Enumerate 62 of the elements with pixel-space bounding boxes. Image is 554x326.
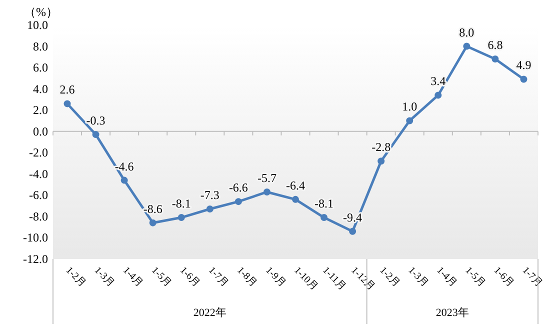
x-tick-label: 1-5月 bbox=[462, 264, 488, 290]
data-label: 1.0 bbox=[402, 100, 418, 114]
x-tick-label: 1-3月 bbox=[406, 264, 430, 290]
x-tick-label: 1-2月 bbox=[377, 264, 402, 290]
y-tick-label: -6.0 bbox=[29, 188, 48, 202]
point bbox=[92, 131, 100, 138]
data-label: 8.0 bbox=[459, 25, 474, 40]
x-tick-label: 1-3月 bbox=[92, 264, 116, 290]
point bbox=[292, 196, 299, 203]
x-tick-label: 1-10月 bbox=[292, 264, 320, 293]
point bbox=[492, 56, 499, 63]
y-tick-label: 8.0 bbox=[33, 39, 48, 54]
point bbox=[520, 76, 528, 83]
point bbox=[206, 206, 214, 213]
data-label: -7.3 bbox=[200, 188, 220, 202]
x-tick-label: 1-5月 bbox=[149, 264, 174, 290]
x-tick-label: 1-8月 bbox=[234, 264, 259, 290]
point bbox=[320, 214, 328, 222]
data-label: 3.4 bbox=[430, 74, 446, 88]
data-label: -8.1 bbox=[172, 196, 191, 211]
point bbox=[406, 117, 414, 124]
y-tick-label: -12.0 bbox=[23, 252, 48, 266]
data-label: -2.8 bbox=[372, 140, 391, 154]
point bbox=[178, 214, 185, 222]
y-tick-label: 0.0 bbox=[33, 124, 48, 138]
data-label: -8.1 bbox=[314, 196, 334, 211]
data-label: 6.8 bbox=[488, 38, 503, 52]
point bbox=[64, 100, 71, 108]
point bbox=[263, 188, 270, 196]
point bbox=[434, 92, 442, 99]
x-tick-label: 1-9月 bbox=[263, 264, 288, 290]
x-tick-label: 1-4月 bbox=[120, 264, 145, 290]
x-tick-label: 1-4月 bbox=[434, 264, 459, 290]
data-label: 4.9 bbox=[516, 58, 532, 72]
point bbox=[120, 176, 128, 184]
x-tick-label: 1-7月 bbox=[206, 264, 230, 290]
point bbox=[149, 219, 156, 226]
text: 2023年 bbox=[436, 307, 469, 319]
y-tick-label: 6.0 bbox=[33, 60, 48, 75]
y-tick-label: -10.0 bbox=[23, 230, 48, 245]
data-label: -8.6 bbox=[143, 202, 162, 216]
data-label: -5.7 bbox=[257, 170, 276, 185]
y-tick-label: 10.0 bbox=[27, 18, 48, 32]
point bbox=[349, 228, 356, 235]
point bbox=[378, 158, 385, 165]
y-tick-label: -2.0 bbox=[29, 146, 48, 160]
y-axis-title: （%） bbox=[24, 5, 58, 19]
data-label: 2.6 bbox=[60, 82, 75, 97]
data-label: -0.3 bbox=[86, 114, 106, 128]
x-tick-label: 1-6月 bbox=[178, 264, 202, 290]
y-tick-label: -8.0 bbox=[29, 209, 48, 224]
point bbox=[234, 198, 242, 206]
y-tick-label: 2.0 bbox=[33, 103, 48, 118]
y-tick-label: -4.0 bbox=[29, 166, 48, 181]
y-tick-label: 4.0 bbox=[33, 82, 48, 96]
data-label: -6.4 bbox=[286, 178, 305, 192]
x-tick-label: 1-6月 bbox=[491, 264, 516, 290]
text: 2022年 bbox=[193, 307, 226, 319]
x-tick-label: 1-2月 bbox=[64, 264, 88, 290]
x-tick-label: 1-11月 bbox=[320, 264, 348, 293]
point bbox=[463, 42, 470, 50]
data-label: -6.6 bbox=[228, 180, 248, 195]
